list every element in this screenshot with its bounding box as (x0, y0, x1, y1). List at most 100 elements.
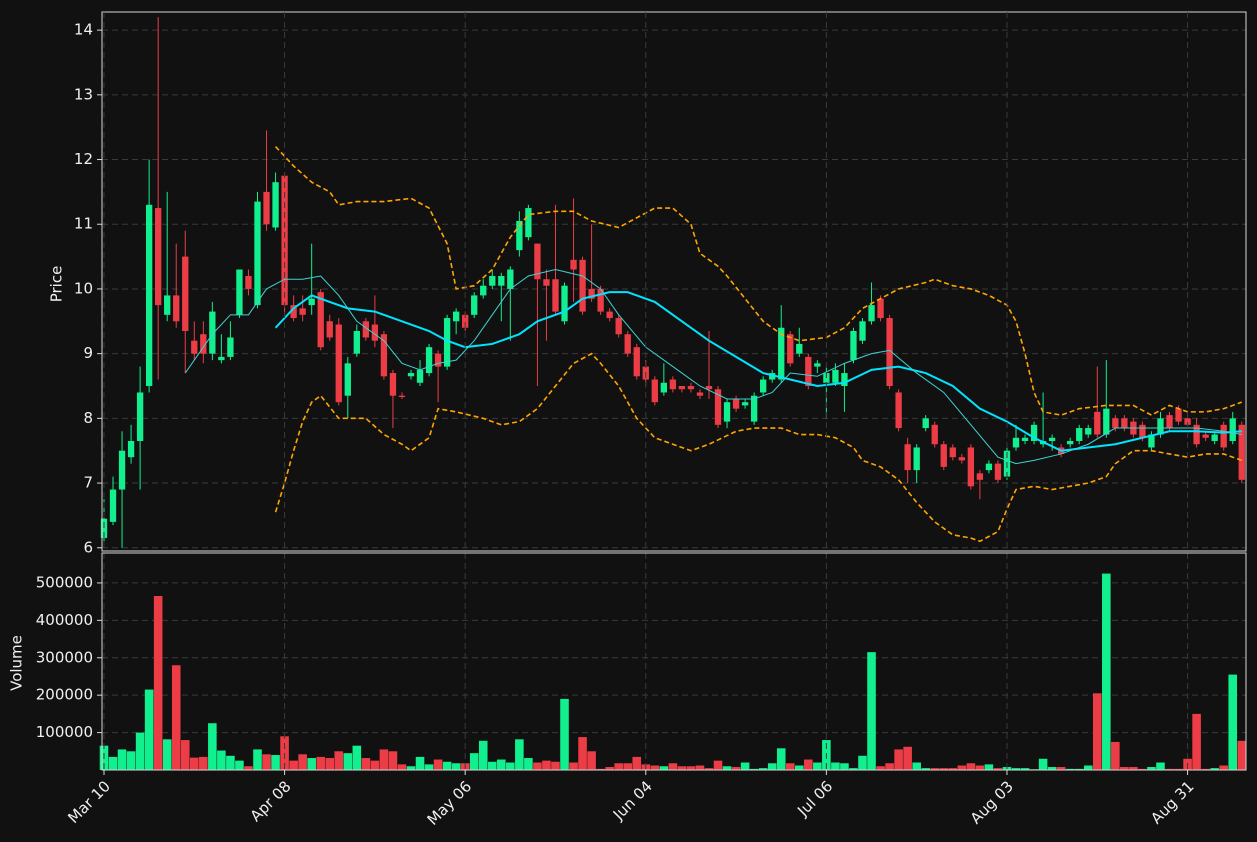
volume-bar (695, 765, 705, 770)
candle-body (1121, 418, 1128, 429)
candle-body (805, 356, 812, 386)
volume-axis-label: Volume (8, 635, 26, 691)
candle-body (480, 285, 487, 296)
candle-body (760, 379, 767, 393)
candle-body (958, 457, 965, 461)
candle-body (660, 382, 668, 393)
candle-body (1103, 408, 1110, 435)
volume-bar (199, 756, 208, 770)
candle-body (769, 373, 776, 380)
candle-body (552, 279, 559, 312)
volume-bar (1129, 767, 1138, 770)
volume-bar (993, 768, 1003, 770)
candle-body (489, 276, 496, 286)
candle-body (1067, 441, 1074, 445)
candle-body (290, 305, 297, 319)
candle-body (416, 369, 424, 383)
volume-bar (1020, 768, 1030, 770)
candle-body (1166, 415, 1173, 429)
candle-body (1238, 424, 1245, 480)
volume-bar (533, 762, 542, 770)
y-tick-label: 14 (74, 21, 93, 39)
volume-bar (235, 760, 244, 770)
candle-body (696, 392, 704, 396)
volume-bar (515, 739, 524, 770)
volume-bar (397, 764, 407, 770)
moving-average-line (184, 269, 1242, 465)
volume-bar (1174, 768, 1183, 770)
volume-bar (849, 768, 858, 770)
candle-body (877, 298, 884, 319)
volume-bar (135, 732, 145, 770)
candle-body (1211, 434, 1218, 441)
candle-body (254, 201, 261, 306)
candle-body (669, 379, 677, 390)
candle-body (1139, 424, 1146, 438)
candle-body (615, 318, 622, 335)
volume-bar (1074, 768, 1084, 770)
y-tick-label: 100000 (36, 723, 93, 741)
volume-bar (506, 762, 515, 770)
candle-body (525, 208, 532, 238)
candle-body (1220, 424, 1227, 448)
candle-body (597, 288, 604, 312)
candle-body (353, 331, 360, 354)
candle-body (570, 259, 577, 270)
volume-bar (650, 765, 660, 770)
candle-body (100, 518, 108, 539)
volume-bar (975, 765, 985, 770)
candle-body (1012, 437, 1020, 448)
y-tick-label: 9 (83, 344, 93, 362)
volume-bar (740, 762, 750, 770)
volume-bar (253, 749, 262, 770)
candle-body (425, 347, 433, 374)
volume-bar (1120, 767, 1129, 770)
candle-body (678, 386, 686, 390)
candle-body (886, 318, 893, 386)
candle-body (326, 321, 333, 338)
candle-body (588, 288, 595, 299)
volume-bar (189, 757, 199, 770)
y-tick-label: 13 (74, 85, 93, 103)
candle-body (209, 311, 216, 354)
candle-body (796, 343, 803, 354)
candle-body (317, 292, 324, 348)
candle-body (1175, 408, 1182, 422)
volume-bar (1138, 768, 1147, 770)
candle-body (218, 356, 225, 361)
volume-bar (1165, 768, 1174, 770)
volume-bar (1102, 573, 1111, 770)
candle-body (407, 373, 415, 377)
candle-body (687, 386, 695, 390)
candle-body (200, 334, 207, 354)
candle-body (344, 363, 351, 396)
candle-body (127, 441, 135, 458)
volume-bar (208, 723, 217, 770)
volume-bar (361, 758, 371, 770)
candle-body (1229, 418, 1236, 441)
candle-body (281, 175, 288, 306)
volume-bar (831, 762, 840, 770)
volume-bar (1192, 713, 1201, 770)
y-tick-label: 10 (74, 279, 93, 297)
volume-bar (785, 763, 795, 770)
volume-bar (180, 740, 190, 770)
candle-body (371, 324, 379, 341)
volume-bar (325, 758, 335, 770)
volume-bar (1047, 767, 1057, 770)
candle-body (624, 334, 631, 354)
volume-bar (497, 759, 506, 770)
volume-bar (388, 751, 398, 770)
volume-bar (632, 756, 642, 770)
volume-bar (560, 698, 569, 770)
candle-body (1030, 424, 1038, 441)
candle-body (136, 392, 144, 441)
candle-body (1157, 418, 1164, 435)
candle-body (109, 489, 117, 522)
candle-body (227, 337, 234, 357)
volume-bar (614, 763, 623, 770)
candle-body (516, 221, 523, 251)
volume-bar (858, 755, 867, 770)
